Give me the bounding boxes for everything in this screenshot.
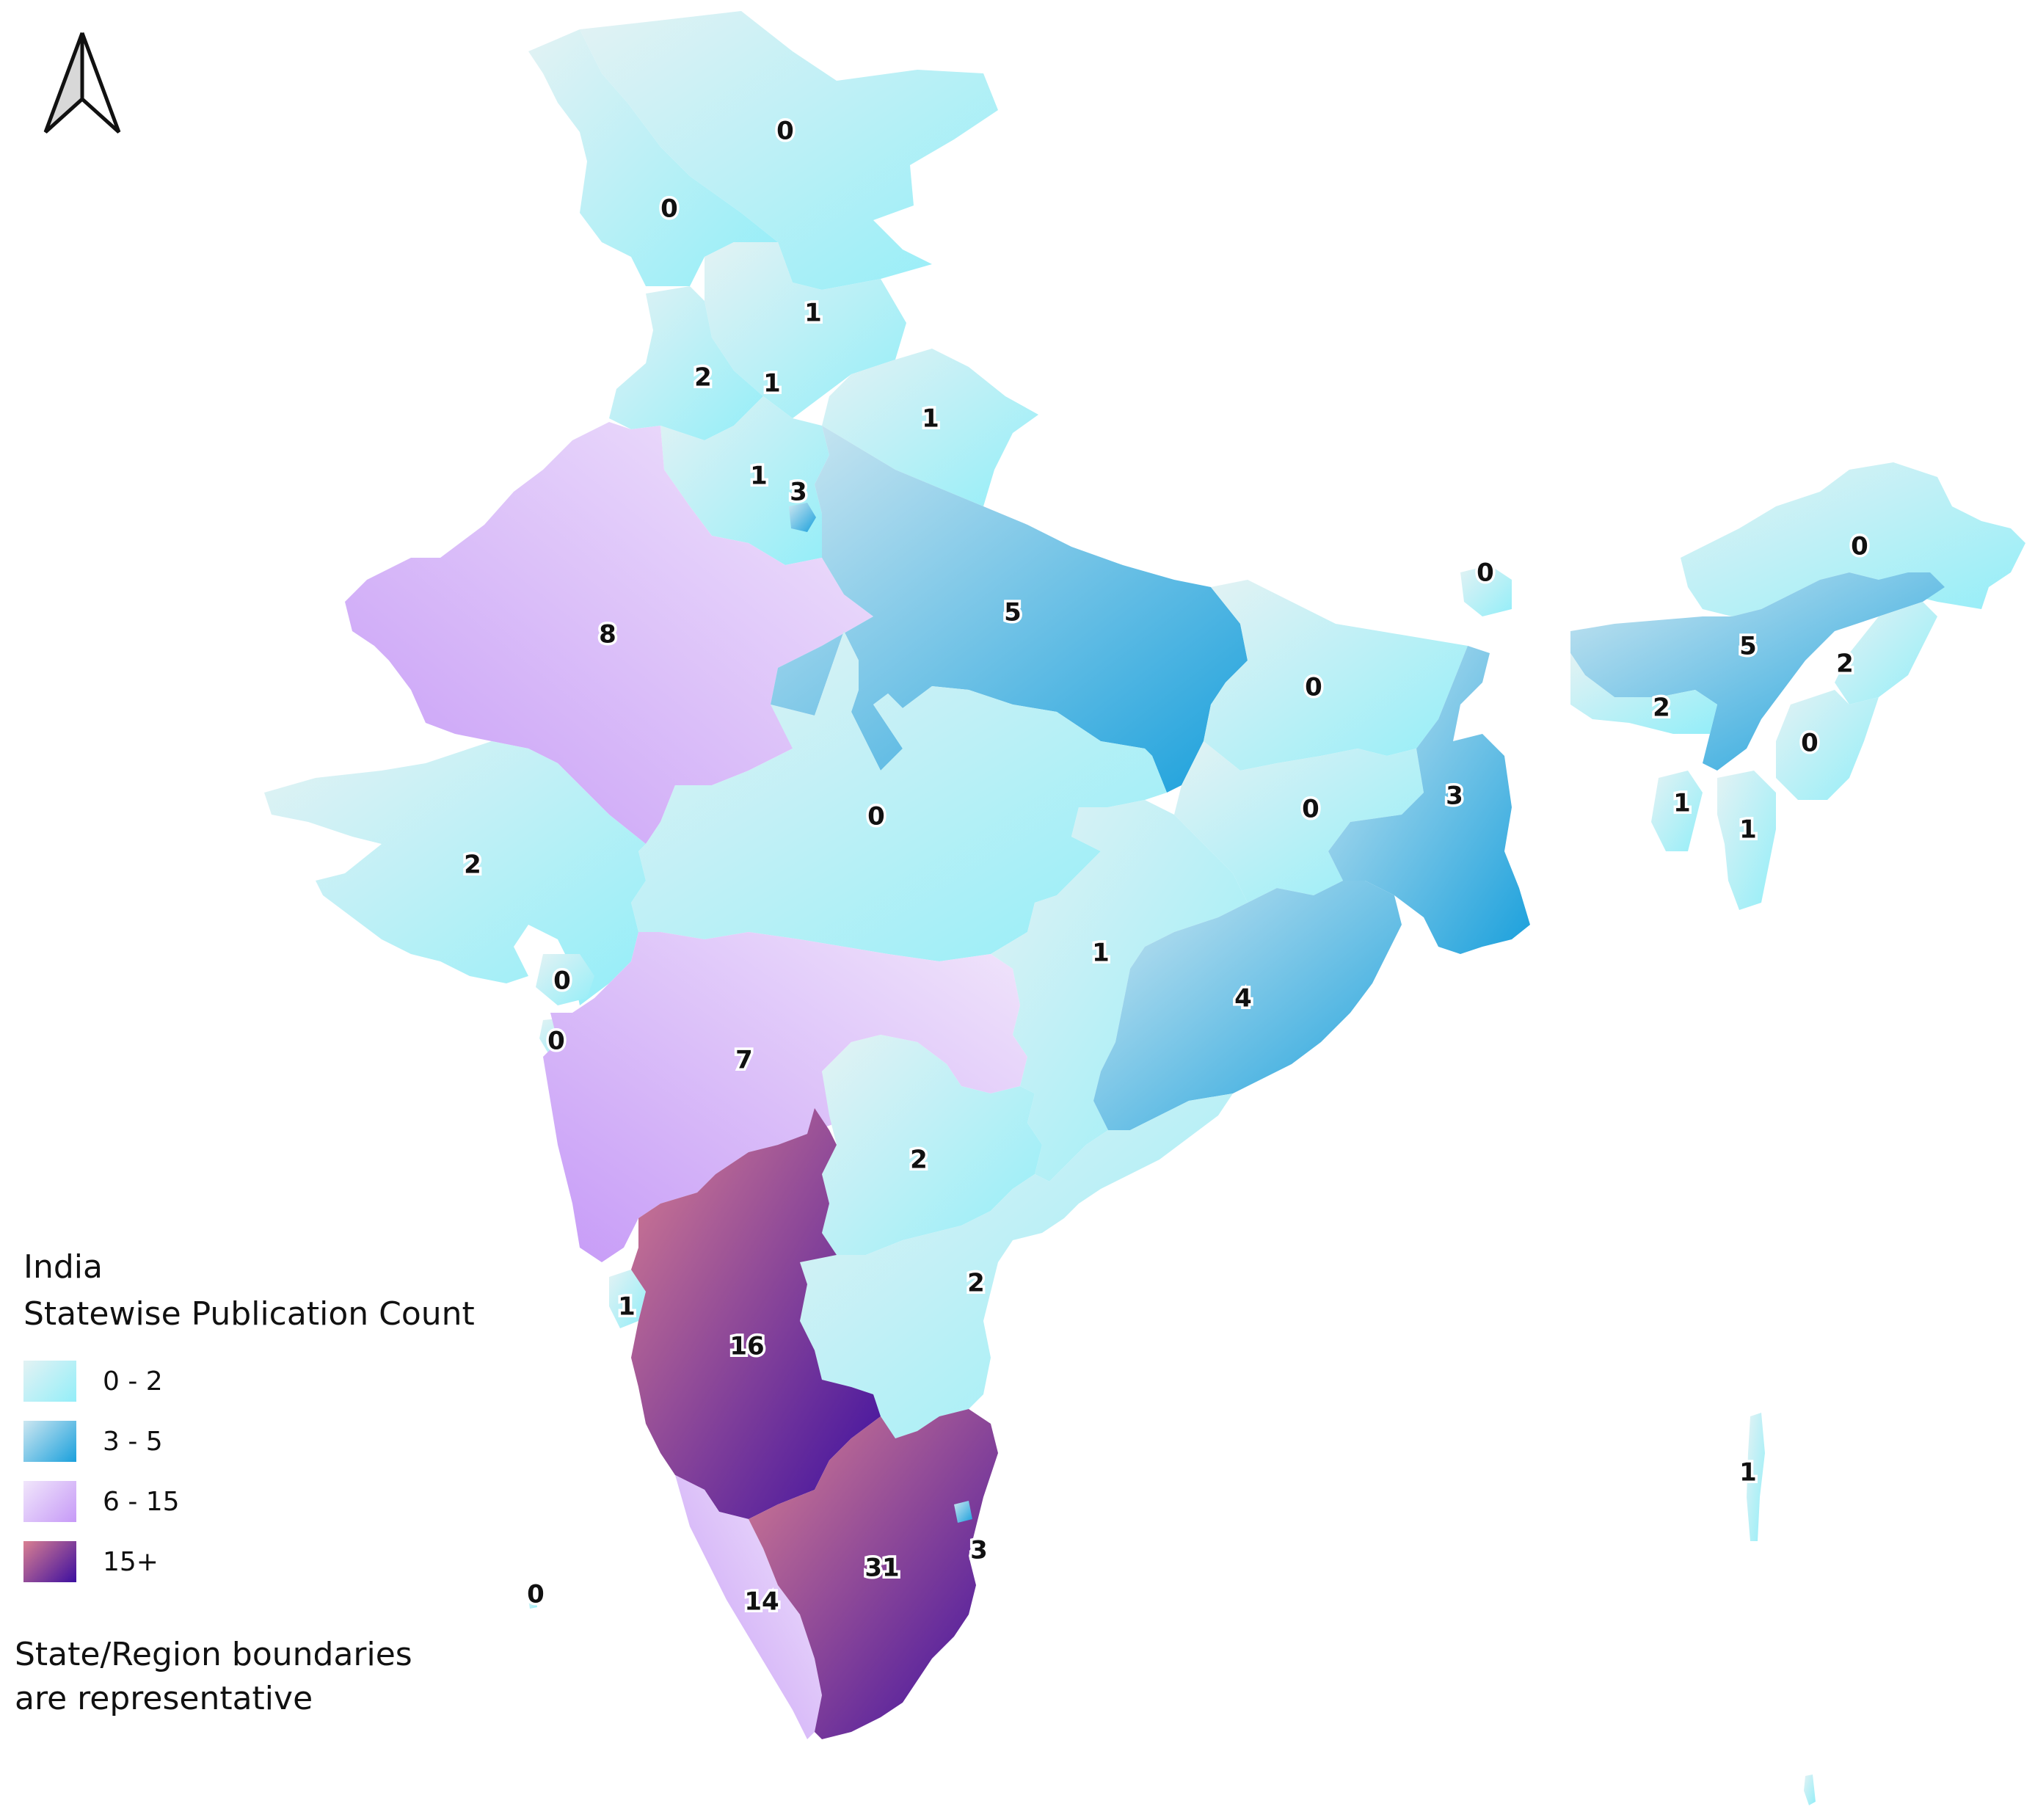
count-label-odisha: 4 xyxy=(1234,984,1252,1013)
count-label-tripura: 1 xyxy=(1673,789,1691,818)
count-label-gujarat: 2 xyxy=(464,851,481,880)
region-andaman-nicobar-south xyxy=(1804,1774,1816,1805)
north-arrow-icon xyxy=(43,32,121,134)
count-label-himachal-pradesh: 1 xyxy=(804,299,822,328)
count-label-uttarakhand: 1 xyxy=(922,404,939,434)
region-andhra-pradesh xyxy=(800,1093,1233,1438)
region-maharashtra xyxy=(543,932,1027,1262)
region-uttar-pradesh xyxy=(771,426,1248,793)
count-label-ladakh: 0 xyxy=(776,117,794,146)
region-chhattisgarh xyxy=(991,800,1248,1182)
region-karnataka xyxy=(631,1108,881,1519)
count-label-chhattisgarh: 1 xyxy=(1092,939,1110,968)
region-uttarakhand xyxy=(822,349,1038,506)
count-label-tamil-nadu: 31 xyxy=(864,1554,899,1583)
count-label-sikkim: 0 xyxy=(1477,558,1494,588)
legend: India Statewise Publication Count 0 - 2 … xyxy=(23,1244,475,1592)
count-label-madhya-pradesh: 0 xyxy=(867,802,885,831)
region-manipur xyxy=(1776,690,1879,800)
region-daman-diu xyxy=(536,954,594,1005)
count-label-jharkhand: 0 xyxy=(1302,795,1319,824)
region-goa xyxy=(609,1270,646,1328)
region-tamil-nadu xyxy=(749,1409,998,1739)
region-west-bengal xyxy=(1328,646,1530,954)
count-label-karnataka: 16 xyxy=(729,1332,764,1361)
count-label-puducherry: 3 xyxy=(970,1536,988,1565)
count-label-assam: 5 xyxy=(1739,632,1757,661)
legend-list: 0 - 2 3 - 5 6 - 15 15+ xyxy=(23,1351,475,1592)
count-label-uttar-pradesh: 5 xyxy=(1004,598,1022,627)
count-label-manipur: 0 xyxy=(1801,729,1819,758)
count-label-lakshadweep: 0 xyxy=(527,1580,545,1609)
legend-label-3: 15+ xyxy=(103,1546,159,1577)
count-label-daman-diu: 0 xyxy=(553,967,571,996)
region-odisha xyxy=(1093,881,1402,1130)
legend-swatch-1 xyxy=(23,1421,76,1462)
legend-swatch-3 xyxy=(23,1541,76,1582)
region-mizoram xyxy=(1717,771,1776,910)
region-lakshadweep xyxy=(528,1598,537,1609)
count-label-bihar: 0 xyxy=(1305,673,1322,702)
region-haryana xyxy=(660,396,829,565)
legend-label-1: 3 - 5 xyxy=(103,1426,163,1457)
count-label-dadra-nagar-haveli: 0 xyxy=(547,1027,565,1056)
count-label-punjab: 2 xyxy=(694,363,712,393)
count-label-andhra-pradesh: 2 xyxy=(967,1269,985,1298)
region-himachal-pradesh xyxy=(705,242,906,418)
count-label-arunachal-pradesh: 0 xyxy=(1851,532,1868,561)
legend-row-2: 6 - 15 xyxy=(23,1471,475,1532)
region-andaman-nicobar xyxy=(1747,1413,1765,1541)
legend-swatch-2 xyxy=(23,1481,76,1522)
region-tripura xyxy=(1651,771,1703,851)
region-delhi xyxy=(789,503,816,532)
count-label-west-bengal: 3 xyxy=(1446,782,1463,811)
legend-label-2: 6 - 15 xyxy=(103,1486,180,1517)
region-jammu-kashmir xyxy=(528,29,778,286)
region-jharkhand xyxy=(1174,741,1424,903)
count-label-chandigarh: 1 xyxy=(763,369,781,398)
region-kerala xyxy=(675,1475,822,1739)
region-punjab xyxy=(609,286,763,440)
legend-label-0: 0 - 2 xyxy=(103,1366,163,1397)
count-label-rajasthan: 8 xyxy=(599,620,616,649)
region-arunachal-pradesh xyxy=(1681,462,2025,616)
count-label-meghalaya: 2 xyxy=(1653,694,1670,723)
count-label-andaman-nicobar: 1 xyxy=(1739,1458,1757,1488)
region-madhya-pradesh xyxy=(631,631,1167,961)
north-arrow xyxy=(38,29,126,142)
legend-swatch-0 xyxy=(23,1361,76,1402)
region-puducherry xyxy=(954,1501,972,1523)
count-label-jammu-kashmir: 0 xyxy=(660,194,678,224)
legend-title-line2: Statewise Publication Count xyxy=(23,1295,475,1333)
count-label-kerala: 14 xyxy=(744,1587,779,1617)
count-label-mizoram: 1 xyxy=(1739,815,1757,845)
region-sikkim xyxy=(1460,565,1512,616)
region-gujarat xyxy=(264,741,646,1005)
legend-row-0: 0 - 2 xyxy=(23,1351,475,1411)
count-label-haryana: 1 xyxy=(750,462,768,491)
count-label-goa: 1 xyxy=(618,1292,636,1322)
boundary-note: State/Region boundaries are representati… xyxy=(15,1636,412,1717)
legend-row-3: 15+ xyxy=(23,1532,475,1592)
region-telangana xyxy=(822,1035,1042,1255)
region-ladakh xyxy=(580,11,998,290)
count-label-delhi: 3 xyxy=(790,478,807,507)
count-label-maharashtra: 7 xyxy=(735,1046,753,1075)
legend-title-line1: India xyxy=(23,1248,103,1286)
region-assam xyxy=(1570,572,1945,771)
region-bihar xyxy=(1204,580,1468,771)
region-rajasthan xyxy=(345,422,873,844)
legend-row-1: 3 - 5 xyxy=(23,1411,475,1471)
region-meghalaya xyxy=(1570,653,1717,734)
region-nagaland xyxy=(1835,602,1937,705)
count-label-nagaland: 2 xyxy=(1836,649,1854,679)
count-label-telangana: 2 xyxy=(910,1146,928,1175)
